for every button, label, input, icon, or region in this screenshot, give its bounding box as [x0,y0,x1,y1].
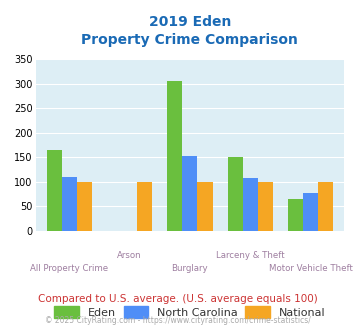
Text: Compared to U.S. average. (U.S. average equals 100): Compared to U.S. average. (U.S. average … [38,294,317,304]
Bar [47,150,62,231]
Text: Burglary: Burglary [171,264,208,273]
Bar [258,182,273,231]
Text: Larceny & Theft: Larceny & Theft [216,251,284,260]
Bar [197,182,213,231]
Bar [62,177,77,231]
Text: © 2025 CityRating.com - https://www.cityrating.com/crime-statistics/: © 2025 CityRating.com - https://www.city… [45,315,310,325]
Bar [182,156,197,231]
Bar [243,178,258,231]
Text: Arson: Arson [118,251,142,260]
Bar [318,182,333,231]
Text: Property Crime Comparison: Property Crime Comparison [82,33,298,47]
Text: Motor Vehicle Theft: Motor Vehicle Theft [268,264,353,273]
Bar [303,193,318,231]
Bar [228,157,243,231]
Bar [167,82,182,231]
Legend: Eden, North Carolina, National: Eden, North Carolina, National [50,302,330,323]
Text: 2019 Eden: 2019 Eden [149,15,231,29]
Bar [137,182,152,231]
Bar [77,182,92,231]
Bar [288,199,303,231]
Text: All Property Crime: All Property Crime [30,264,109,273]
